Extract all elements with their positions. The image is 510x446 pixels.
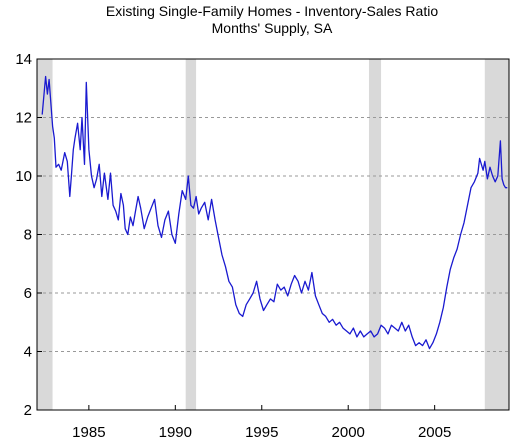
data-line xyxy=(41,75,508,350)
y-tick-label-8: 8 xyxy=(24,227,32,244)
x-tick-label-2000: 2000 xyxy=(332,424,365,441)
x-tick-label-1985: 1985 xyxy=(72,424,105,441)
y-tick-label-12: 12 xyxy=(15,110,32,127)
series-line-1 xyxy=(41,75,508,350)
y-tick-label-10: 10 xyxy=(15,168,32,185)
x-axis-ticks: 1985 1990 1995 2000 2005 xyxy=(72,405,451,441)
chart-title: Existing Single-Family Homes - Inventory… xyxy=(106,3,438,19)
y-tick-label-2: 2 xyxy=(24,402,32,419)
gridlines xyxy=(37,117,509,352)
x-tick-label-1995: 1995 xyxy=(245,424,278,441)
chart-subtitle: Months' Supply, SA xyxy=(212,20,333,36)
recession-band-2 xyxy=(185,59,197,410)
y-axis-ticks: 2 4 6 8 10 12 14 xyxy=(15,51,42,419)
x-tick-label-1990: 1990 xyxy=(159,424,192,441)
y-tick-label-4: 4 xyxy=(24,344,32,361)
y-tick-label-6: 6 xyxy=(24,285,32,302)
x-tick-label-2005: 2005 xyxy=(418,424,451,441)
y-tick-label-14: 14 xyxy=(15,51,32,68)
